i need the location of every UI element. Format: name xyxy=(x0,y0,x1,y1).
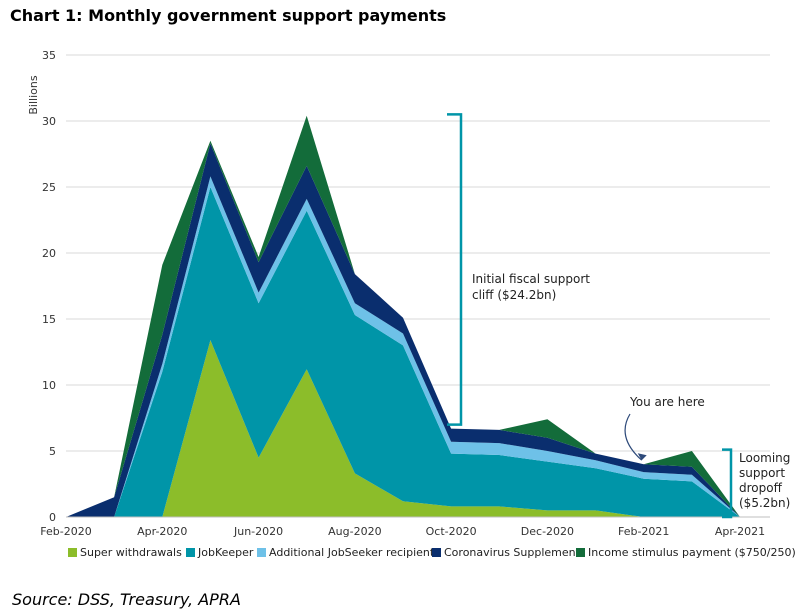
y-tick-label: 10 xyxy=(42,379,56,392)
x-tick-label: Jun-2020 xyxy=(233,525,283,538)
you-are-here-label: You are here xyxy=(629,395,705,409)
area-series-4 xyxy=(66,143,740,517)
y-tick-label: 25 xyxy=(42,181,56,194)
dropoff-bracket xyxy=(722,448,733,519)
y-tick-label: 15 xyxy=(42,313,56,326)
y-tick-label: 35 xyxy=(42,49,56,62)
area-series-2 xyxy=(66,187,740,517)
y-tick-label: 0 xyxy=(49,511,56,524)
x-tick-label: Oct-2020 xyxy=(426,525,477,538)
y-tick-label: 5 xyxy=(49,445,56,458)
axes: Feb-2020 Apr-2020 Jun-2020 Aug-2020 Oct-2020… xyxy=(40,516,770,538)
legend-label: Additional JobSeeker recipients xyxy=(269,546,440,559)
dropoff-label: Looming xyxy=(739,451,790,465)
chart-title: Chart 1: Monthly government support paym… xyxy=(10,6,447,25)
legend-label: Super withdrawals xyxy=(80,546,182,559)
source-note: Source: DSS, Treasury, APRA xyxy=(12,590,241,609)
legend-swatch xyxy=(576,548,585,557)
annotations: Initial fiscal support cliff ($24.2bn) You… xyxy=(447,113,790,519)
legend-label: Income stimulus payment ($750/250) xyxy=(588,546,796,559)
legend-swatch xyxy=(257,548,266,557)
fiscal-cliff-label: cliff ($24.2bn) xyxy=(472,288,556,302)
y-tick-label: 30 xyxy=(42,115,56,128)
dropoff-label: support xyxy=(739,466,785,480)
area-series-group xyxy=(66,115,740,517)
x-tick-label: Feb-2021 xyxy=(618,525,669,538)
fiscal-cliff-bracket xyxy=(447,113,463,426)
x-tick-label: Apr-2020 xyxy=(137,525,187,538)
x-tick-label: Apr-2021 xyxy=(715,525,765,538)
legend-label: JobKeeper xyxy=(197,546,254,559)
legend-swatch xyxy=(186,548,195,557)
x-tick-label: Aug-2020 xyxy=(328,525,381,538)
dropoff-label: dropoff xyxy=(739,481,783,495)
dropoff-label: ($5.2bn) xyxy=(739,496,790,510)
you-are-here-arrow xyxy=(624,413,643,461)
area-series-1 xyxy=(66,340,740,517)
x-tick-label: Dec-2020 xyxy=(521,525,574,538)
y-tick-label: 20 xyxy=(42,247,56,260)
legend-swatch xyxy=(68,548,77,557)
x-tick-label: Feb-2020 xyxy=(40,525,91,538)
stacked-area-chart: 0 5 10 15 20 25 30 35 Feb-2020 Apr-2020 Jun-2020 A… xyxy=(27,49,796,559)
legend-label: Coronavirus Supplement xyxy=(444,546,581,559)
fiscal-cliff-label: Initial fiscal support xyxy=(472,272,590,286)
legend-swatch xyxy=(432,548,441,557)
arrowhead-icon xyxy=(637,453,647,461)
legend: Super withdrawals JobKeeper Additional Job… xyxy=(68,546,796,559)
y-axis-label: Billions xyxy=(27,75,40,114)
